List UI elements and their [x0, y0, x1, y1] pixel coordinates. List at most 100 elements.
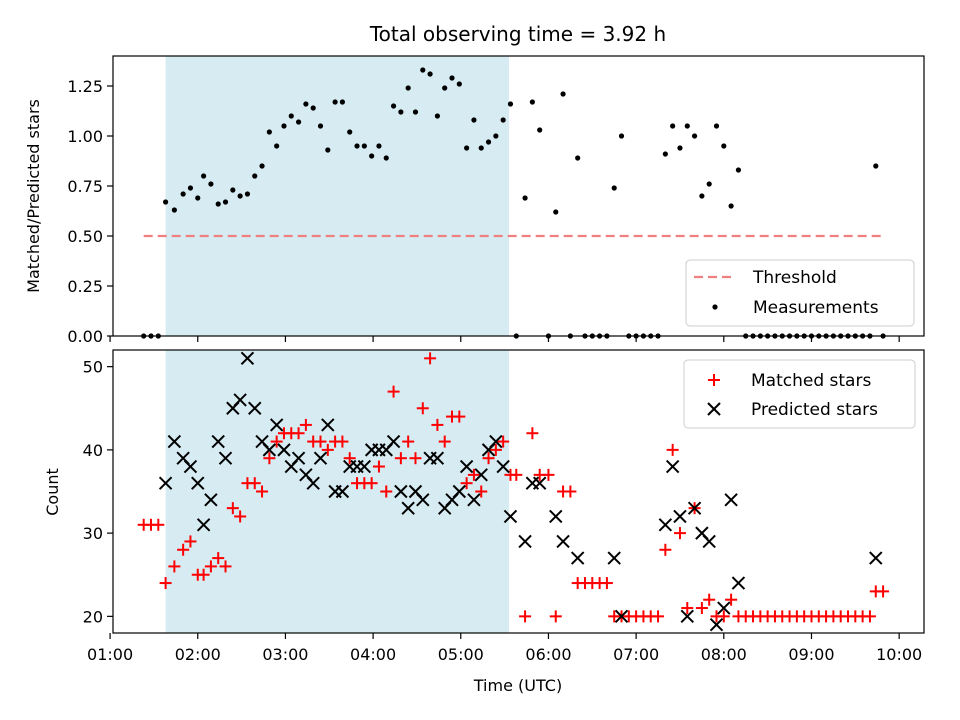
measurement-point-65	[618, 133, 625, 139]
predicted-marker-51	[549, 509, 563, 524]
chart-title: Total observing time = 3.92 h	[369, 22, 666, 46]
matched-marker-37	[409, 452, 422, 465]
matched-marker-77	[703, 593, 716, 606]
predicted-marker-66	[731, 576, 746, 590]
matched-marker-5	[177, 543, 190, 556]
predicted-marker-3	[183, 459, 198, 474]
matched-marker-76	[695, 602, 708, 615]
matched-marker-18	[270, 435, 283, 448]
measurement-point-7	[195, 195, 201, 201]
predicted-marker-45	[489, 434, 503, 449]
measurement-point-26	[332, 99, 338, 105]
measurement-point-77	[706, 181, 712, 187]
ratio-panel: 0.00 0.25 0.50 0.75 1.00 1.25 Matched/Predict…	[24, 55, 925, 346]
counts-ytick-label-3: 50	[83, 358, 103, 377]
matched-marker-2	[152, 518, 165, 531]
measurement-point-9	[208, 181, 214, 187]
matched-marker-51	[510, 468, 523, 481]
counts-legend: Matched stars Predicted stars	[683, 359, 916, 429]
predicted-marker-4	[191, 476, 205, 490]
legend-predicted-label: Predicted stars	[751, 400, 878, 420]
predicted-marker-0	[158, 476, 173, 490]
matched-marker-40	[431, 418, 444, 431]
measurement-point-36	[405, 85, 411, 91]
ratio-ytick-label-2: 0.50	[67, 227, 103, 246]
measurement-point-81	[735, 167, 742, 173]
matched-marker-33	[380, 485, 393, 498]
ratio-ytick-label-1: 0.25	[67, 277, 103, 296]
matched-marker-15	[248, 477, 261, 490]
counts-xtick-label-6: 07:00	[613, 645, 659, 664]
measurement-point-42	[449, 75, 455, 81]
counts-xtick-label-7: 08:00	[701, 645, 747, 664]
matched-marker-9	[204, 560, 217, 573]
measurement-point-11	[222, 199, 229, 205]
matched-marker-79	[717, 610, 730, 623]
measurement-point-75	[691, 133, 698, 139]
predicted-marker-15	[269, 418, 284, 432]
predicted-marker-31	[386, 434, 401, 449]
counts-ytick-label-1: 30	[83, 524, 103, 543]
measurement-point-59	[575, 155, 581, 161]
measurement-point-52	[522, 195, 528, 201]
ratio-shaded-interval	[165, 56, 510, 336]
counts-legend-box	[683, 359, 916, 429]
measurement-point-71	[662, 151, 668, 157]
matched-marker-48	[489, 443, 502, 456]
legend-measurements-swatch	[712, 304, 718, 310]
legend-predicted-swatch	[707, 402, 721, 416]
measurement-point-76	[699, 193, 705, 199]
predicted-marker-56	[658, 518, 673, 532]
matched-marker-38	[416, 402, 429, 415]
predicted-marker-14	[262, 443, 277, 457]
predicted-marker-57	[665, 459, 680, 474]
predicted-star-markers	[158, 351, 883, 632]
predicted-marker-11	[240, 351, 255, 366]
legend-threshold-label: Threshold	[752, 268, 837, 288]
matched-marker-47	[482, 452, 495, 465]
counts-xtick-label-2: 03:00	[262, 645, 308, 664]
measurement-point-31	[369, 153, 375, 159]
measurement-point-37	[412, 109, 419, 115]
matched-marker-72	[666, 443, 679, 456]
matched-marker-49	[497, 435, 510, 448]
matched-marker-16	[256, 485, 269, 498]
legend-measurements-label: Measurements	[753, 298, 879, 318]
predicted-marker-7	[211, 434, 225, 449]
predicted-marker-40	[452, 484, 467, 499]
matched-marker-55	[542, 468, 555, 481]
measurement-point-4	[171, 207, 177, 213]
counts-xtick-label-1: 02:00	[175, 645, 221, 664]
counts-y-ticks: 20 30 40 50	[83, 358, 113, 626]
counts-xtick-label-5: 06:00	[525, 645, 571, 664]
predicted-marker-62	[702, 534, 716, 549]
predicted-marker-32	[394, 484, 408, 499]
matched-marker-58	[564, 485, 577, 498]
predicted-marker-5	[196, 518, 211, 532]
matched-marker-99	[863, 610, 876, 623]
measurement-point-8	[200, 173, 207, 179]
x-axis-label: Time (UTC)	[473, 676, 562, 695]
counts-xtick-label-3: 04:00	[350, 645, 396, 664]
measurement-point-23	[310, 105, 316, 111]
matched-marker-22	[299, 418, 312, 431]
matched-marker-21	[292, 427, 305, 440]
ratio-ytick-label-5: 1.25	[67, 77, 103, 96]
predicted-marker-12	[248, 401, 262, 415]
matched-marker-17	[263, 452, 276, 465]
predicted-marker-22	[321, 418, 335, 432]
matched-marker-43	[453, 410, 466, 423]
predicted-marker-8	[218, 451, 233, 465]
predicted-marker-35	[416, 493, 430, 507]
predicted-marker-10	[233, 393, 247, 407]
ratio-ytick-label-0: 0.00	[67, 327, 103, 346]
measurement-point-19	[281, 123, 287, 129]
predicted-marker-46	[496, 459, 510, 474]
matched-marker-11	[219, 560, 232, 573]
measurement-point-10	[215, 201, 221, 207]
counts-ytick-label-0: 20	[83, 607, 103, 626]
matched-marker-36	[402, 435, 415, 448]
measurement-point-40	[434, 113, 440, 119]
predicted-marker-60	[687, 501, 702, 515]
